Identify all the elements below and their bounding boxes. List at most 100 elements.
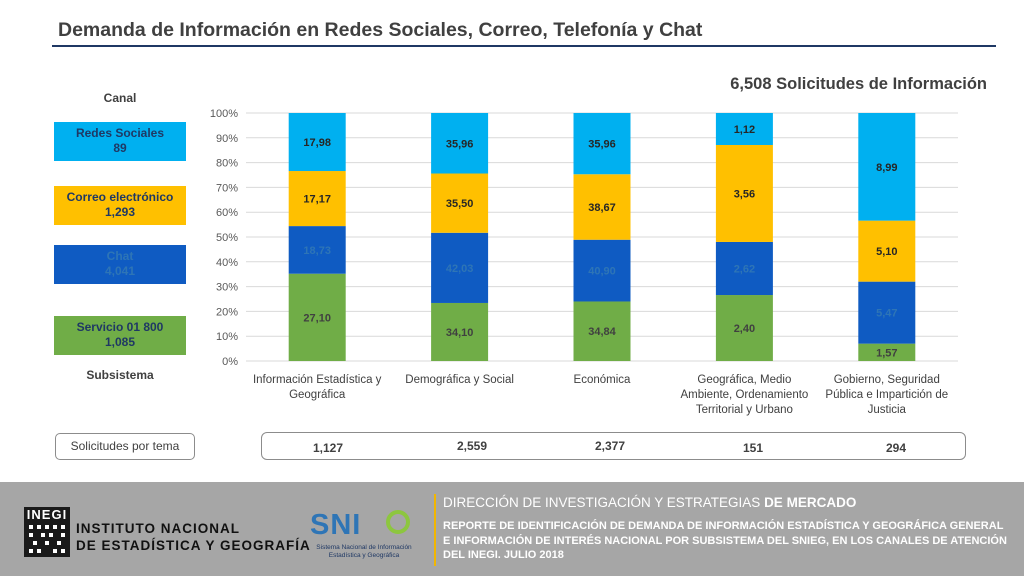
data-label: 18,73 xyxy=(303,245,331,257)
footer-divider xyxy=(434,494,436,566)
legend-item-name: Correo electrónico xyxy=(66,190,174,204)
institute-name: INSTITUTO NACIONAL DE ESTADÍSTICA Y GEOG… xyxy=(76,520,311,554)
bar-segment xyxy=(431,113,489,174)
report-title: REPORTE DE IDENTIFICACIÓN DE DEMANDA DE … xyxy=(443,520,1007,561)
bar-segment xyxy=(573,239,631,302)
bar-segment xyxy=(288,226,346,274)
data-label: 8,99 xyxy=(876,162,897,174)
bar-segment xyxy=(858,343,916,361)
total-requests: 6,508 Solicitudes de Información xyxy=(730,75,987,93)
x-category-label: Justicia xyxy=(868,404,907,416)
bar-segment xyxy=(288,171,346,227)
topic-requests-label: Solicitudes por tema xyxy=(55,433,195,460)
data-label: 34,10 xyxy=(446,327,474,339)
department-name-bold: DE MERCADO xyxy=(764,495,857,510)
x-category-label: Territorial y Urbano xyxy=(696,404,793,416)
topic-total: 151 xyxy=(742,441,764,455)
data-label: 17,98 xyxy=(303,137,331,149)
legend-item-email: Correo electrónico 1,293 xyxy=(54,186,186,225)
bar-segment xyxy=(715,144,773,242)
y-tick-label: 10% xyxy=(216,331,238,343)
y-tick-label: 0% xyxy=(222,356,238,368)
data-label: 17,17 xyxy=(303,194,331,206)
bar-segment xyxy=(431,232,489,303)
bar-segment xyxy=(715,113,773,145)
y-tick-label: 90% xyxy=(216,133,238,145)
data-label: 27,10 xyxy=(303,312,331,324)
institute-line-1: INSTITUTO NACIONAL xyxy=(76,521,240,536)
data-label: 35,96 xyxy=(588,139,616,151)
y-tick-label: 80% xyxy=(216,158,238,170)
topic-total: 2,559 xyxy=(456,439,488,453)
inegi-logo-text: INEGI xyxy=(26,507,68,522)
data-label: 5,10 xyxy=(876,246,897,258)
x-category-label: Información Estadística y xyxy=(253,374,382,386)
y-tick-label: 40% xyxy=(216,257,238,269)
department-name-part: DIRECCIÓN DE INVESTIGACIÓN Y ESTRATEGIAS xyxy=(443,495,765,510)
x-category-label: Pública e Impartición de xyxy=(825,389,948,401)
data-label: 1,57 xyxy=(876,347,897,359)
snieg-logo: SNI xyxy=(310,509,362,541)
topic-totals-box xyxy=(261,432,966,460)
legend-item-count: 4,041 xyxy=(104,264,136,278)
bar-segment xyxy=(573,301,631,361)
snieg-subtitle: Sistema Nacional de Información Estadíst… xyxy=(316,544,412,559)
bar-segment xyxy=(431,173,489,233)
bar-segment xyxy=(858,281,916,344)
bar-segment xyxy=(715,241,773,296)
department-name: DIRECCIÓN DE INVESTIGACIÓN Y ESTRATEGIAS… xyxy=(443,495,856,510)
data-label: 2,40 xyxy=(734,323,755,335)
legend-item-social-media: Redes Sociales 89 xyxy=(54,122,186,161)
bar-segment xyxy=(573,174,631,240)
legend-item-phone-service: Servicio 01 800 1,085 xyxy=(54,316,186,355)
y-tick-label: 100% xyxy=(210,108,238,120)
bar-segment xyxy=(858,220,916,282)
topic-total: 2,377 xyxy=(594,439,626,453)
data-label: 1,12 xyxy=(734,124,755,136)
y-tick-label: 20% xyxy=(216,306,238,318)
y-tick-label: 60% xyxy=(216,207,238,219)
legend-item-count: 1,293 xyxy=(104,205,136,219)
data-label: 2,62 xyxy=(734,263,755,275)
bar-segment xyxy=(858,113,916,221)
x-category-label: Geográfica, Medio xyxy=(697,374,791,386)
data-label: 42,03 xyxy=(446,263,474,275)
footer-banner: INEGI INSTITUTO NACIONAL DE ESTADÍSTICA … xyxy=(0,482,1024,576)
topic-total: 294 xyxy=(885,441,907,455)
bar-segment xyxy=(431,302,489,361)
data-label: 35,50 xyxy=(446,198,474,210)
data-label: 34,84 xyxy=(588,326,616,338)
subsystem-heading: Subsistema xyxy=(86,368,154,382)
x-category-label: Económica xyxy=(574,374,631,386)
data-label: 5,47 xyxy=(876,308,897,320)
legend-item-name: Redes Sociales xyxy=(75,126,165,140)
data-label: 38,67 xyxy=(588,202,616,214)
snieg-logo-mark-icon xyxy=(386,510,410,534)
institute-line-2: DE ESTADÍSTICA Y GEOGRAFÍA xyxy=(76,538,311,553)
legend-item-name: Servicio 01 800 xyxy=(76,320,164,334)
data-label: 3,56 xyxy=(734,188,755,200)
inegi-logo-icon: INEGI xyxy=(24,507,70,557)
y-tick-label: 50% xyxy=(216,232,238,244)
inegi-logo-pattern xyxy=(29,525,65,553)
x-category-label: Gobierno, Seguridad xyxy=(834,374,940,386)
x-category-label: Demográfica y Social xyxy=(405,374,514,386)
bar-segment xyxy=(288,273,346,361)
title-underline xyxy=(52,45,996,47)
bar-segment xyxy=(288,113,346,172)
page-title: Demanda de Información en Redes Sociales… xyxy=(58,19,703,41)
bar-segment xyxy=(573,113,631,175)
legend-item-name: Chat xyxy=(106,249,134,263)
legend-item-count: 1,085 xyxy=(104,335,136,349)
x-category-label: Ambiente, Ordenamiento xyxy=(680,389,808,401)
legend-heading: Canal xyxy=(103,91,137,105)
y-tick-label: 30% xyxy=(216,282,238,294)
topic-total: 1,127 xyxy=(312,441,344,455)
legend-item-count: 89 xyxy=(113,141,127,155)
stacked-bar-chart: 0% 10% 20% 30% 40% 50% 60% 70% 80% 90% 100% 27,10 18… xyxy=(210,108,958,416)
y-tick-label: 70% xyxy=(216,182,238,194)
legend-item-chat: Chat 4,041 xyxy=(54,245,186,284)
data-label: 40,90 xyxy=(588,266,616,278)
x-category-label: Geográfica xyxy=(289,389,346,401)
bar-segment xyxy=(715,295,773,361)
